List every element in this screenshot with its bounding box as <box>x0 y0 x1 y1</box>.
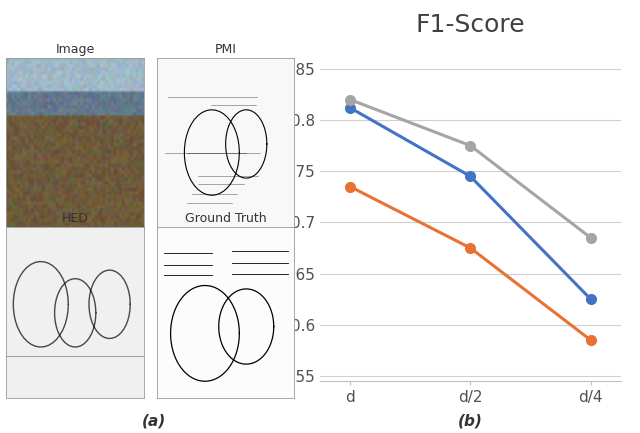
Human <box>346 97 354 102</box>
HED <box>467 174 474 179</box>
Text: PMI: PMI <box>214 43 237 56</box>
Line: Human: Human <box>345 95 596 242</box>
Text: (b): (b) <box>458 414 483 429</box>
HED <box>587 297 595 302</box>
Human <box>587 235 595 240</box>
Human <box>467 143 474 148</box>
PMI <box>346 184 354 189</box>
Text: Image: Image <box>56 43 95 56</box>
Line: HED: HED <box>345 103 596 304</box>
Title: F1-Score: F1-Score <box>415 13 525 37</box>
Text: HED: HED <box>62 212 88 225</box>
Line: PMI: PMI <box>345 182 596 345</box>
PMI <box>467 246 474 251</box>
Text: (a): (a) <box>141 414 166 429</box>
Text: Ground Truth: Ground Truth <box>185 212 266 225</box>
HED <box>346 105 354 110</box>
PMI <box>587 337 595 343</box>
